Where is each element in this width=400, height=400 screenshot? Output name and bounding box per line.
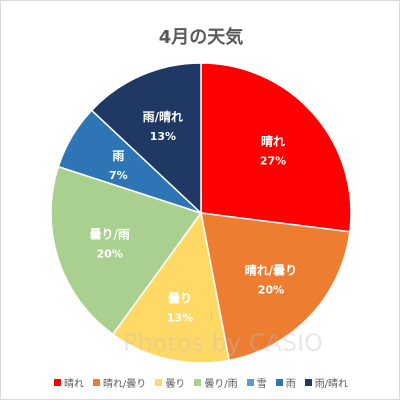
legend-item-6: 雨/晴れ (304, 375, 349, 390)
legend-item-5: 雨 (275, 375, 296, 390)
legend-swatch-3 (194, 379, 202, 386)
legend-item-2: 曇り (155, 375, 185, 390)
legend-label-6: 雨/晴れ (314, 379, 349, 390)
legend-item-4: 雪 (246, 375, 267, 390)
legend-swatch-4 (246, 379, 254, 386)
legend-swatch-6 (304, 379, 312, 386)
legend-label-2: 曇り (165, 379, 186, 390)
slice-value-2: 13% (167, 312, 193, 325)
legend-swatch-1 (92, 379, 100, 386)
chart-title: 4月の天気 (158, 27, 244, 48)
pie-slice-2 (111, 211, 230, 364)
legend-swatch-2 (155, 379, 163, 386)
slice-value-3: 20% (97, 248, 123, 261)
pie-slice-0 (200, 62, 352, 233)
slice-value-0: 27% (260, 155, 286, 168)
pie-slice-1 (200, 212, 351, 362)
pie-slice-6 (90, 62, 202, 215)
pie-slice-3 (50, 165, 203, 336)
legend-item-0: 晴れ (53, 375, 84, 390)
chart-legend: 晴れ 晴れ/曇り 曇り 曇り/雨 雪 雨 雨/晴れ (1, 375, 400, 390)
legend-label-3: 曇り/雨 (204, 379, 238, 390)
slice-value-1: 20% (258, 284, 284, 297)
slice-value-5: 7% (109, 169, 128, 182)
legend-item-3: 曇り/雨 (194, 375, 238, 390)
slice-label-6: 雨/晴れ (143, 109, 183, 124)
legend-swatch-5 (275, 379, 283, 386)
legend-swatch-0 (53, 379, 61, 386)
legend-label-4: 雪 (256, 379, 267, 390)
slice-label-3: 曇り/雨 (90, 228, 130, 242)
legend-label-5: 雨 (285, 379, 296, 390)
slice-label-2: 曇り (168, 292, 192, 306)
legend-label-1: 晴れ/曇り (102, 379, 147, 390)
slice-value-6: 13% (150, 130, 176, 143)
slice-label-5: 雨 (112, 149, 124, 163)
legend-item-1: 晴れ/曇り (92, 375, 147, 390)
legend-label-0: 晴れ (63, 379, 84, 390)
slice-label-1: 晴れ/曇り (245, 263, 297, 278)
slice-label-0: 晴れ (261, 134, 285, 149)
